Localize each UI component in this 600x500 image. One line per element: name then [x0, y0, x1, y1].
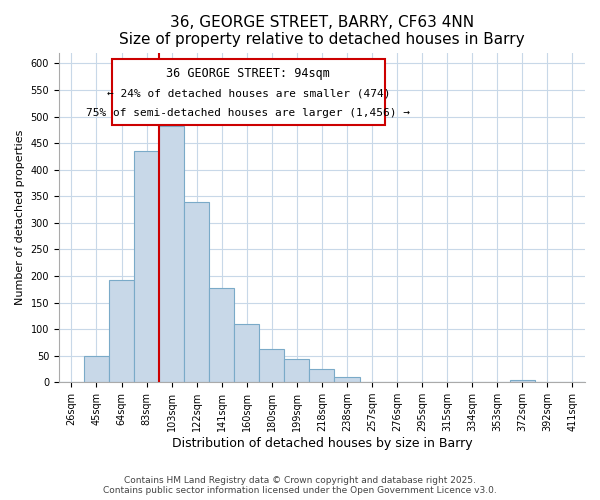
Bar	[109, 280, 134, 382]
Text: 36 GEORGE STREET: 94sqm: 36 GEORGE STREET: 94sqm	[166, 68, 330, 80]
X-axis label: Distribution of detached houses by size in Barry: Distribution of detached houses by size …	[172, 437, 472, 450]
Title: 36, GEORGE STREET, BARRY, CF63 4NN
Size of property relative to detached houses : 36, GEORGE STREET, BARRY, CF63 4NN Size …	[119, 15, 525, 48]
FancyBboxPatch shape	[112, 60, 385, 125]
Bar	[134, 151, 159, 382]
Bar	[510, 380, 535, 382]
Bar	[184, 202, 209, 382]
Bar	[234, 324, 259, 382]
Text: Contains HM Land Registry data © Crown copyright and database right 2025.
Contai: Contains HM Land Registry data © Crown c…	[103, 476, 497, 495]
Y-axis label: Number of detached properties: Number of detached properties	[15, 130, 25, 305]
Bar	[209, 288, 234, 382]
Bar	[259, 350, 284, 382]
Bar	[84, 356, 109, 382]
Bar	[334, 377, 359, 382]
Bar	[310, 369, 334, 382]
Text: ← 24% of detached houses are smaller (474): ← 24% of detached houses are smaller (47…	[107, 88, 390, 99]
Bar	[159, 126, 184, 382]
Text: 75% of semi-detached houses are larger (1,456) →: 75% of semi-detached houses are larger (…	[86, 108, 410, 118]
Bar	[284, 359, 310, 382]
